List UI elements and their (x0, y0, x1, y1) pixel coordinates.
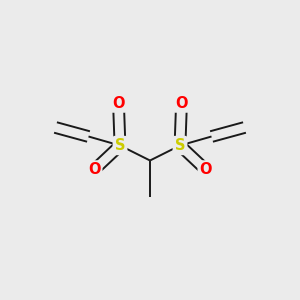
Text: S: S (115, 138, 125, 153)
Text: O: O (88, 162, 101, 177)
Text: O: O (112, 96, 125, 111)
Text: S: S (175, 138, 185, 153)
Text: O: O (175, 96, 188, 111)
Text: O: O (199, 162, 212, 177)
